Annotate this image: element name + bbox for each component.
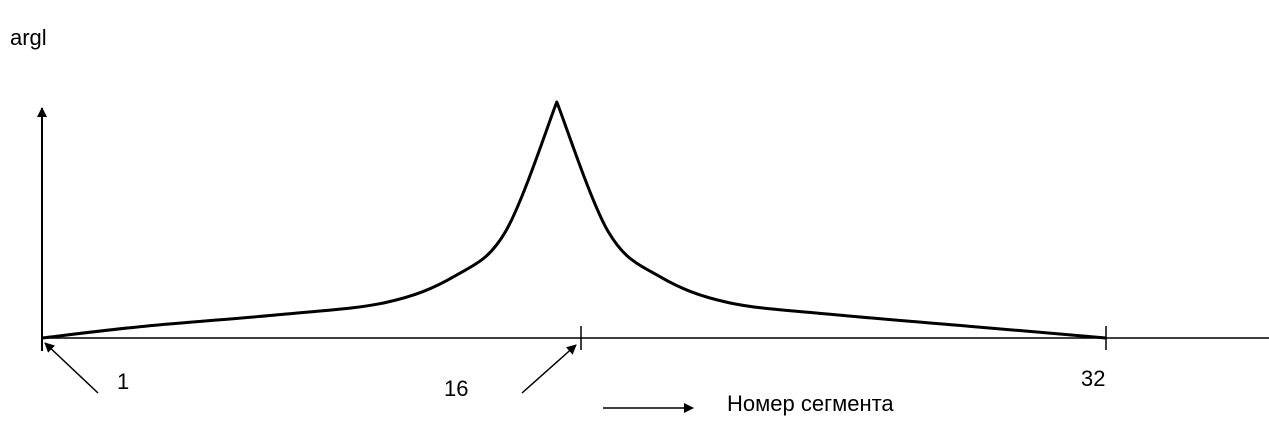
x-tick-label-32: 32 xyxy=(1081,366,1105,391)
x-tick-label-16: 16 xyxy=(444,376,468,401)
x-tick-label-1: 1 xyxy=(117,369,129,394)
pointer-arrow-16 xyxy=(521,344,577,394)
x-axis-label: Номер сегмента xyxy=(727,391,894,416)
series-line xyxy=(41,100,1107,340)
y-axis-label: argl xyxy=(10,25,47,50)
pointer-arrow-1 xyxy=(44,342,99,394)
